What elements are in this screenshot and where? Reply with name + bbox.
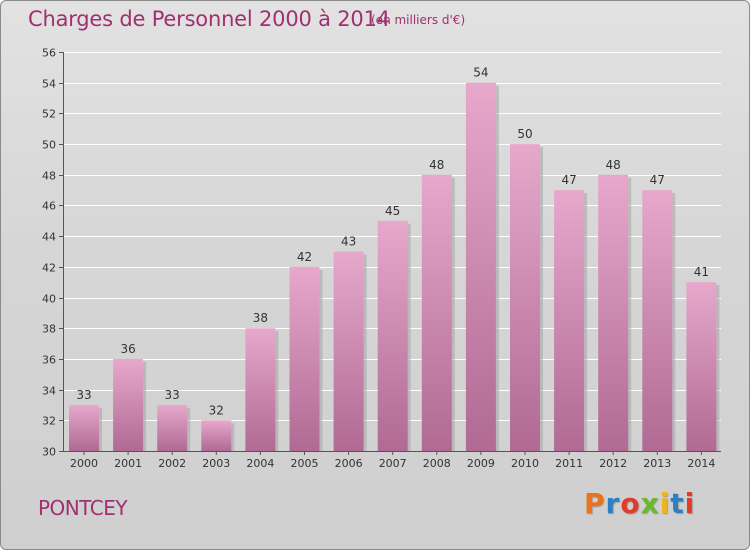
data-label-2008: 48 — [429, 158, 444, 172]
y-tick-label: 56 — [42, 47, 56, 60]
data-label-2010: 50 — [517, 127, 532, 141]
data-label-2001: 36 — [120, 342, 135, 356]
data-label-2000: 33 — [76, 388, 91, 402]
axes: 30 32 34 36 38 40 42 44 46 48 50 52 54 56 2000 2001 2002… — [42, 47, 721, 470]
y-tick-label: 50 — [42, 139, 56, 152]
data-label-2005: 42 — [297, 250, 312, 264]
x-tick-label-2004: 2004 — [246, 457, 274, 470]
logo-letter: i — [659, 487, 671, 520]
x-tick-label-2009: 2009 — [467, 457, 495, 470]
data-label-2007: 45 — [385, 204, 400, 218]
y-tick-label: 42 — [42, 262, 56, 275]
logo-letter: x — [640, 487, 660, 520]
data-label-2006: 43 — [341, 235, 356, 249]
data-label-2013: 47 — [650, 173, 665, 187]
bar-2000 — [69, 404, 99, 451]
y-tick-label: 34 — [42, 385, 56, 398]
data-labels: 33 36 33 32 38 42 43 45 48 54 50 47 48 47 41 — [76, 66, 709, 418]
x-tick-label-2013: 2013 — [643, 457, 671, 470]
bar-2009 — [465, 82, 496, 451]
logo-letter: t — [670, 487, 685, 520]
x-tick-label-2001: 2001 — [114, 457, 142, 470]
data-label-2003: 32 — [209, 403, 224, 417]
data-label-2002: 33 — [165, 388, 180, 402]
y-tick-label: 38 — [42, 323, 56, 336]
logo-letter: o — [620, 487, 641, 520]
bar-2012 — [598, 174, 629, 451]
data-label-2012: 48 — [606, 158, 621, 172]
bar-2005 — [289, 266, 320, 451]
bar-2006 — [333, 251, 364, 451]
data-label-2004: 38 — [253, 311, 268, 325]
data-label-2014: 41 — [694, 265, 709, 279]
x-tick-label-2012: 2012 — [599, 457, 627, 470]
logo-letter: P — [584, 487, 606, 520]
city-name: PONTCEY — [38, 496, 128, 520]
proxiti-logo: Proxiti — [584, 487, 695, 520]
x-tick-label-2000: 2000 — [70, 457, 98, 470]
bar-2004 — [245, 328, 276, 451]
bar-2001 — [113, 358, 144, 451]
bar-2010 — [510, 144, 540, 452]
logo-letter: i — [684, 487, 696, 520]
bar-2007 — [377, 220, 408, 451]
bar-2013 — [642, 190, 673, 451]
x-tick-label-2010: 2010 — [511, 457, 539, 470]
x-tick-label-2008: 2008 — [423, 457, 451, 470]
bar-2008 — [421, 174, 452, 451]
y-tick-label: 54 — [42, 78, 56, 91]
y-tick-label: 36 — [42, 354, 56, 367]
x-tick-label-2005: 2005 — [291, 457, 319, 470]
data-label-2009: 54 — [473, 66, 488, 80]
logo-letter: r — [605, 487, 621, 520]
x-tick-label-2003: 2003 — [202, 457, 230, 470]
x-tick-label-2006: 2006 — [335, 457, 363, 470]
data-label-2011: 47 — [561, 173, 576, 187]
chart-title: Charges de Personnel 2000 à 2014 — [28, 7, 390, 31]
chart-subtitle: (en milliers d'€) — [371, 13, 466, 27]
y-tick-label: 52 — [42, 108, 56, 121]
x-tick-label-2007: 2007 — [379, 457, 407, 470]
y-tick-label: 40 — [42, 293, 56, 306]
y-tick-label: 44 — [42, 231, 56, 244]
y-tick-label: 32 — [42, 415, 56, 428]
bar-2011 — [554, 190, 585, 451]
bars — [69, 82, 720, 452]
bar-2002 — [157, 404, 188, 451]
y-tick-label: 46 — [42, 200, 56, 213]
bar-2003 — [201, 420, 232, 451]
bar-2014 — [686, 282, 717, 451]
y-tick-label: 48 — [42, 170, 56, 183]
x-tick-label-2011: 2011 — [555, 457, 583, 470]
x-tick-label-2014: 2014 — [687, 457, 715, 470]
y-tick-label: 30 — [42, 446, 56, 459]
x-tick-label-2002: 2002 — [158, 457, 186, 470]
